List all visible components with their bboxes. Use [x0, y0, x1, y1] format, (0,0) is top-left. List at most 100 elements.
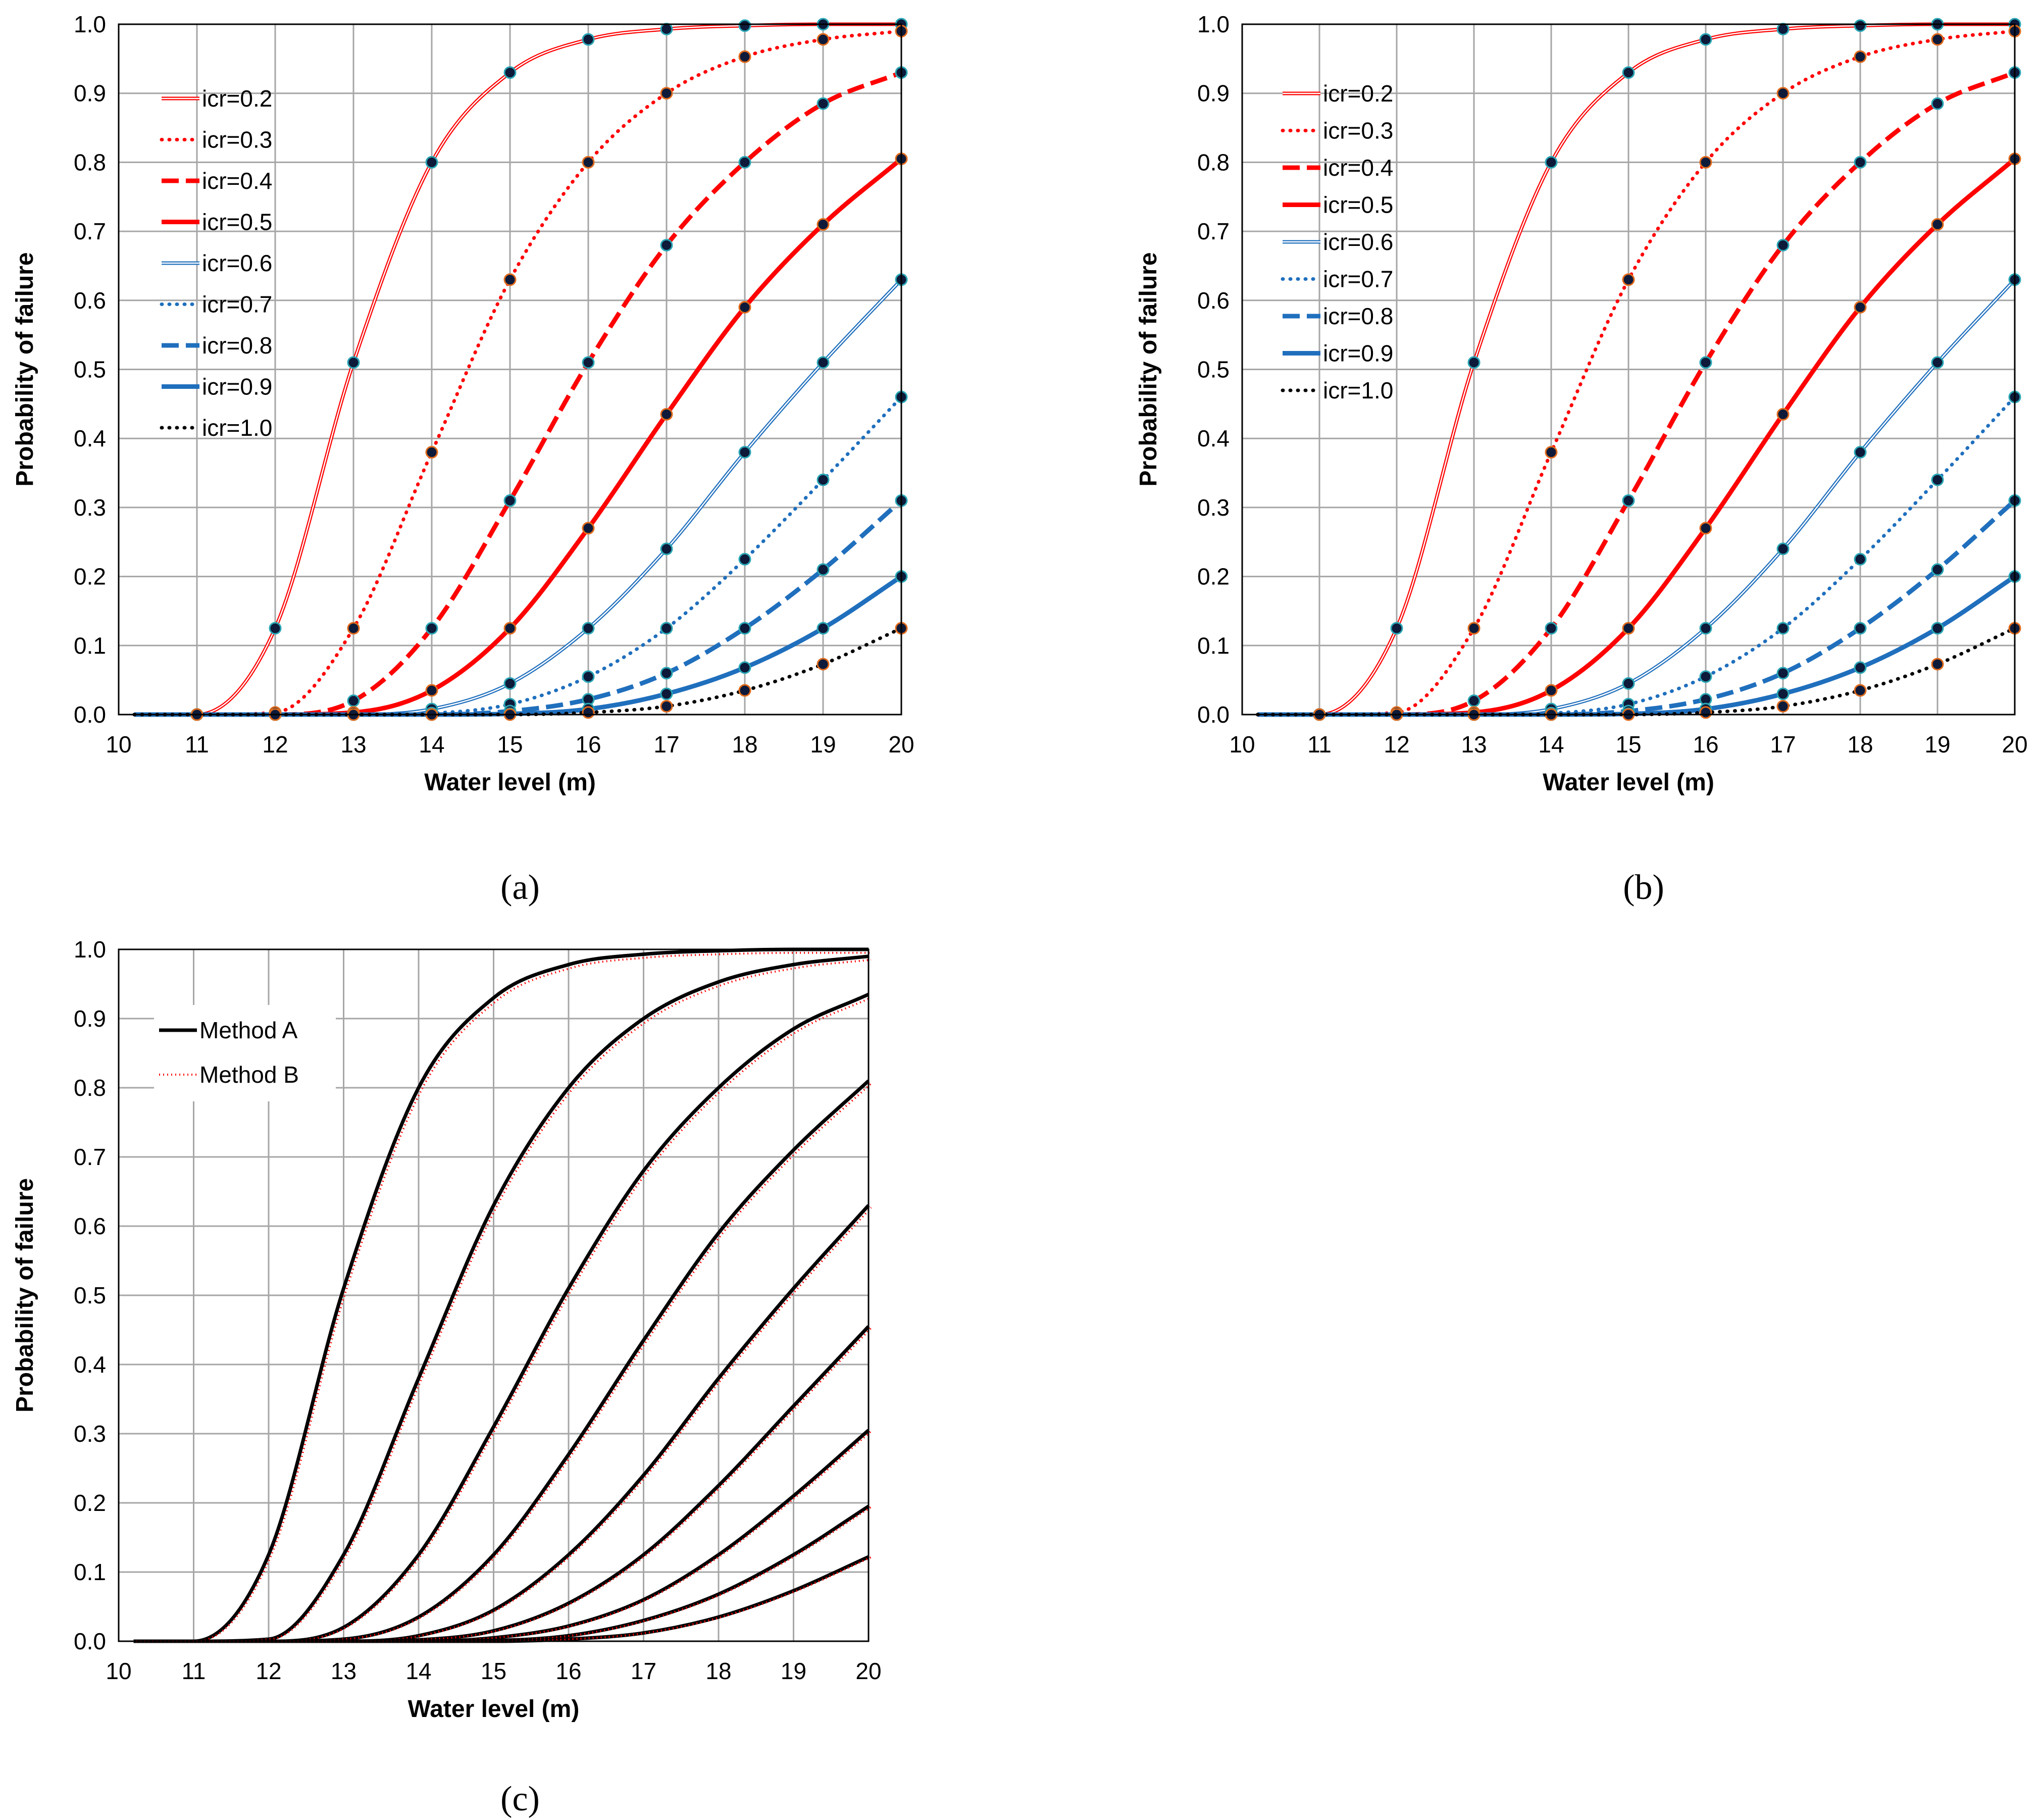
- chart-panel-c: 10 11 12 13 14 15 16 17 18 19 20 0.0 0.1 0.2 0.3 0.4 0.5…: [12, 936, 882, 1818]
- method-a-curve-icr-0.2: [133, 947, 869, 1643]
- y-tick-label: 0.0: [1197, 701, 1230, 728]
- data-point: [1699, 356, 1712, 369]
- data-point: [1854, 661, 1867, 674]
- data-point: [1776, 23, 1790, 36]
- data-point: [738, 156, 751, 169]
- data-point: [1776, 687, 1790, 700]
- x-tick-label: 10: [106, 1658, 131, 1684]
- data-point: [1776, 667, 1790, 680]
- legend-label: icr=0.8: [1323, 303, 1393, 329]
- legend: icr=0.2 icr=0.3 icr=0.4 icr=0.5 icr=0.6 icr=0…: [1281, 80, 1393, 403]
- legend-label: Method A: [199, 1017, 298, 1043]
- x-tick-label: 18: [705, 1658, 731, 1684]
- x-tick-label: 20: [855, 1658, 881, 1684]
- data-point: [738, 446, 751, 459]
- data-point: [1931, 473, 1944, 486]
- panel-label: (b): [1623, 868, 1664, 907]
- y-tick-label: 0.8: [74, 1075, 106, 1101]
- data-point: [738, 661, 751, 674]
- data-point: [660, 622, 673, 635]
- panel-label: (a): [500, 868, 540, 907]
- y-tick-label: 0.3: [1197, 494, 1230, 521]
- y-tick-label: 0.2: [1197, 564, 1230, 590]
- y-tick-label: 0.6: [74, 1213, 106, 1239]
- x-tick-label: 15: [481, 1658, 506, 1684]
- y-tick-label: 0.9: [1197, 80, 1230, 107]
- x-tick-label: 16: [1693, 731, 1718, 757]
- data-point: [1931, 97, 1944, 110]
- data-point: [817, 563, 830, 576]
- data-point: [503, 677, 517, 690]
- data-point: [1699, 706, 1712, 719]
- data-point: [660, 408, 673, 421]
- data-point: [1699, 522, 1712, 535]
- x-axis-title: Water level (m): [424, 769, 596, 796]
- series-line-icr-0.4: [1257, 70, 2016, 717]
- data-point: [1776, 542, 1790, 555]
- y-tick-label: 0.3: [74, 1421, 106, 1447]
- x-tick-label: 13: [331, 1658, 356, 1684]
- y-tick-label: 0.3: [74, 494, 106, 521]
- data-point: [582, 156, 595, 169]
- data-point: [817, 473, 830, 486]
- legend-label: icr=0.4: [1323, 155, 1393, 181]
- y-tick-label: 0.1: [1197, 632, 1230, 659]
- legend-label: icr=0.6: [1323, 229, 1393, 255]
- data-point: [817, 622, 830, 635]
- legend-background: [154, 1005, 336, 1101]
- x-tick-label: 18: [1847, 731, 1873, 757]
- data-point: [660, 687, 673, 700]
- y-tick-label: 0.4: [74, 425, 106, 451]
- x-tick-label: 10: [1229, 731, 1255, 757]
- data-point: [425, 684, 438, 697]
- data-point: [1776, 622, 1790, 635]
- y-tick-label: 0.7: [74, 1144, 106, 1170]
- y-tick-label: 0.0: [74, 1628, 106, 1654]
- y-axis-title: Probability of failure: [12, 252, 38, 486]
- legend-label: icr=0.4: [202, 168, 272, 194]
- y-tick-label: 0.1: [74, 632, 106, 659]
- data-point: [1622, 66, 1635, 79]
- x-tick-label: 10: [106, 731, 131, 757]
- data-point: [582, 356, 595, 369]
- x-axis-title: Water level (m): [1543, 769, 1714, 796]
- data-point: [738, 300, 751, 314]
- x-tick-label: 15: [497, 731, 523, 757]
- y-tick-label: 0.9: [74, 1005, 106, 1032]
- y-tick-label: 1.0: [1197, 11, 1230, 37]
- plot-frame: [118, 23, 902, 716]
- legend-label: icr=0.2: [1323, 80, 1393, 107]
- legend-label: icr=1.0: [1323, 377, 1393, 403]
- legend-label: icr=0.2: [202, 85, 272, 112]
- data-point: [817, 356, 830, 369]
- data-point: [738, 50, 751, 63]
- legend-label: icr=0.8: [202, 332, 272, 359]
- method-b-curve-icr-0.7: [136, 1327, 872, 1643]
- data-point: [1622, 622, 1635, 635]
- y-tick-label: 0.8: [74, 149, 106, 175]
- data-point: [1931, 218, 1944, 231]
- x-tick-label: 19: [1924, 731, 1950, 757]
- data-point: [738, 622, 751, 635]
- y-tick-label: 0.5: [74, 1282, 106, 1308]
- data-point: [582, 33, 595, 46]
- x-tick-label: 15: [1615, 731, 1641, 757]
- data-point: [1776, 700, 1790, 713]
- data-point: [1931, 563, 1944, 576]
- legend-label: Method B: [199, 1061, 299, 1088]
- data-point: [1854, 446, 1867, 459]
- x-tick-label: 20: [2002, 731, 2027, 757]
- data-point: [1622, 677, 1635, 690]
- y-tick-label: 0.5: [1197, 357, 1230, 383]
- data-point: [1854, 156, 1867, 169]
- legend-label: icr=0.5: [1323, 192, 1393, 218]
- panel-label: (c): [500, 1780, 540, 1818]
- data-point: [1545, 684, 1558, 697]
- method-b-curve-icr-0.2: [136, 951, 871, 1642]
- data-point: [1854, 684, 1867, 697]
- x-tick-label: 16: [555, 1658, 581, 1684]
- x-tick-label: 12: [1384, 731, 1409, 757]
- x-tick-label: 11: [185, 731, 209, 757]
- x-tick-label: 11: [1307, 731, 1332, 757]
- data-point: [1854, 300, 1867, 314]
